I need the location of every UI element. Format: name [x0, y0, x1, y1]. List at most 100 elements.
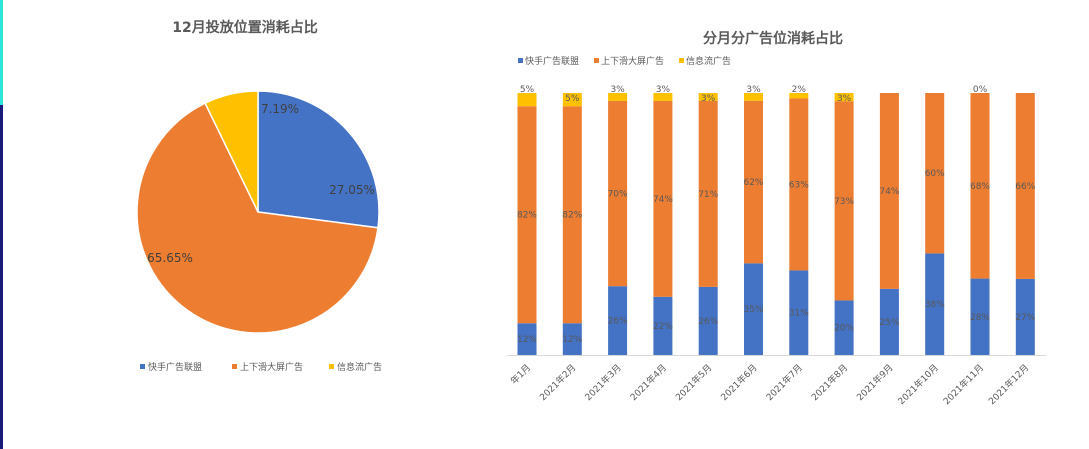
bar-data-label: 82% — [562, 211, 582, 221]
bar-segment — [744, 100, 763, 264]
bar-segment — [879, 93, 899, 289]
bar-data-label: 66% — [1015, 182, 1035, 192]
bar-segment — [608, 286, 628, 355]
bar-data-label: 0% — [973, 85, 988, 95]
bar-segment — [517, 323, 537, 355]
legend-swatch — [679, 58, 684, 63]
bar-segment — [744, 93, 763, 101]
bar-segment — [879, 288, 899, 355]
bar-data-label: 26% — [698, 317, 718, 327]
bar-legend: 快手广告联盟 上下滑大屏广告 信息流广告 — [518, 55, 731, 67]
x-tick-label: 2021年7月 — [763, 362, 804, 403]
bar-segment — [744, 263, 763, 355]
bar-data-label: 25% — [879, 318, 899, 328]
x-tick-label: 2021年12月 — [986, 362, 1032, 408]
bar-segment — [834, 101, 854, 301]
bar-data-label: 73% — [834, 197, 854, 207]
legend-swatch — [140, 364, 145, 369]
x-tick-label: 2021年8月 — [809, 362, 850, 403]
pie-data-label: 65.65% — [147, 251, 193, 265]
bar-segment — [789, 93, 809, 99]
legend-swatch — [518, 58, 523, 63]
bar-segment — [1015, 278, 1035, 355]
x-tick-label: 2021年10月 — [895, 362, 941, 408]
bar-segment — [653, 93, 673, 101]
bar-segment — [562, 93, 582, 107]
bar-segment — [789, 98, 809, 271]
bar-data-label: 5% — [565, 94, 580, 104]
bar-data-label: 5% — [520, 85, 535, 95]
x-tick-label: 年1月 — [508, 362, 533, 387]
bar-segment — [562, 106, 582, 324]
legend-label: 快手广告联盟 — [148, 361, 202, 373]
pie-data-label: 7.19% — [261, 102, 299, 116]
pie-slice — [136, 102, 379, 334]
x-tick-label: 2021年9月 — [854, 362, 895, 403]
bar-segment — [834, 93, 854, 102]
bar-data-label: 26% — [608, 317, 628, 327]
bar-data-label: 3% — [656, 85, 671, 95]
bar-segment — [608, 93, 628, 101]
bar-data-label: 68% — [970, 182, 990, 192]
x-tick-label: 2021年3月 — [582, 362, 623, 403]
legend-label: 信息流广告 — [686, 55, 731, 67]
bar-data-label: 62% — [743, 178, 763, 188]
bar-data-label: 38% — [925, 300, 945, 310]
bar-segment — [698, 286, 718, 355]
x-tick-label: 2021年4月 — [628, 362, 669, 403]
bar-data-label: 31% — [789, 309, 809, 319]
bar-data-label: 3% — [746, 85, 761, 95]
x-tick-label: 2021年5月 — [673, 362, 714, 403]
bar-data-label: 74% — [879, 187, 899, 197]
legend-label: 信息流广告 — [337, 361, 382, 373]
window-edge-accent — [0, 0, 3, 105]
bar-segment — [970, 93, 990, 279]
x-tick-label: 2021年6月 — [718, 362, 759, 403]
bar-segment — [834, 300, 854, 355]
bar-segment — [517, 106, 537, 324]
bar-data-label: 60% — [925, 169, 945, 179]
bar-data-label: 3% — [837, 94, 852, 104]
pie-chart: 27.05% 65.65% 7.19% — [136, 90, 380, 334]
bar-data-label: 20% — [834, 324, 854, 334]
legend-swatch — [594, 58, 599, 63]
bar-data-label: 63% — [789, 180, 809, 190]
bar-data-label: 3% — [610, 85, 625, 95]
bar-chart: 12% 82% 5% 年1月 12% 82% 5% 2021年2月 26% 70% 3% 2021年3… — [507, 85, 1046, 407]
bar-data-label: 28% — [970, 313, 990, 323]
pie-legend: 快手广告联盟 上下滑大屏广告 信息流广告 — [140, 361, 382, 373]
pie-slice — [204, 90, 259, 213]
bar-segment — [653, 296, 673, 355]
bar-data-label: 74% — [653, 195, 673, 205]
bar-segment — [970, 278, 990, 355]
legend-swatch — [329, 364, 334, 369]
legend-label: 上下滑大屏广告 — [240, 361, 303, 373]
bar-data-label: 3% — [701, 94, 716, 104]
bar-segment — [562, 323, 582, 355]
bar-segment — [925, 93, 945, 254]
window-edge — [0, 105, 3, 449]
bar-segment — [653, 100, 673, 297]
pie-data-label: 27.05% — [329, 183, 375, 197]
bar-data-label: 22% — [653, 322, 673, 332]
legend-label: 上下滑大屏广告 — [601, 55, 664, 67]
bar-segment — [608, 100, 628, 287]
bar-segment — [517, 93, 537, 107]
bar-data-label: 12% — [517, 335, 537, 345]
bar-segment — [789, 270, 809, 355]
pie-slice — [257, 90, 380, 229]
bar-data-label: 70% — [608, 190, 628, 200]
bar-data-label: 12% — [562, 335, 582, 345]
x-tick-label: 2021年2月 — [537, 362, 578, 403]
x-tick-label: 2021年11月 — [941, 362, 987, 408]
bar-data-label: 2% — [792, 85, 807, 95]
legend-label: 快手广告联盟 — [525, 55, 579, 67]
bar-data-label: 27% — [1015, 313, 1035, 323]
bar-data-label: 35% — [743, 305, 763, 315]
bar-data-label: 82% — [517, 211, 537, 221]
pie-title: 12月投放位置消耗占比 — [172, 19, 317, 36]
legend-swatch — [232, 364, 237, 369]
bar-segment — [698, 93, 718, 101]
bar-data-label: 71% — [698, 190, 718, 200]
